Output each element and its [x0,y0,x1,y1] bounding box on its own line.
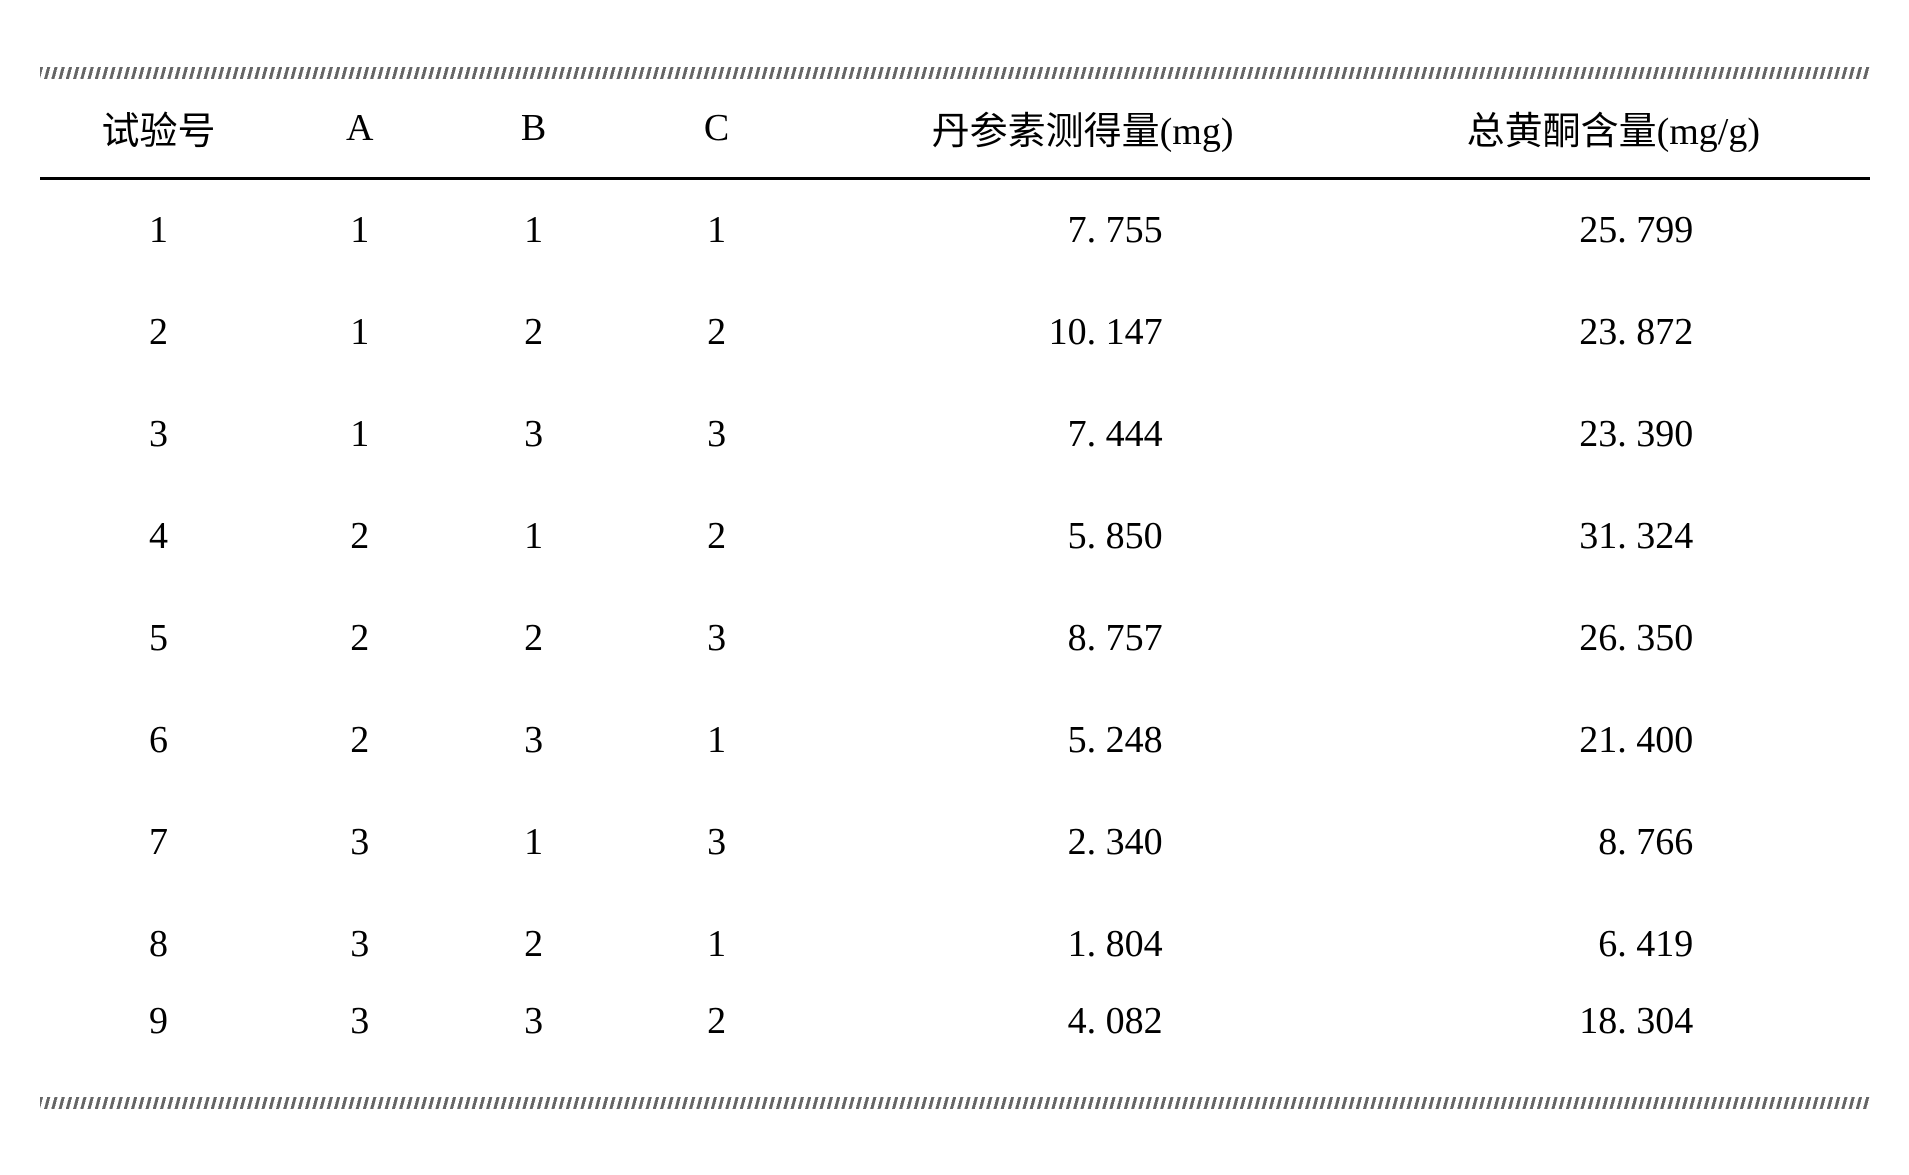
cell-a: 2 [277,689,442,791]
cell-dansensu: 5. 248 [808,689,1357,791]
cell-flavonoid: 26. 350 [1357,587,1869,689]
cell-b: 1 [442,485,625,587]
cell-c: 1 [625,893,808,995]
cell-flavonoid: 31. 324 [1357,485,1869,587]
cell-c: 3 [625,791,808,893]
col-header-c: C [625,79,808,179]
cell-dansensu: 1. 804 [808,893,1357,995]
cell-b: 1 [442,791,625,893]
bottom-hatched-border [40,1097,1870,1109]
cell-c: 2 [625,485,808,587]
cell-flavonoid: 6. 419 [1357,893,1869,995]
cell-a: 1 [277,383,442,485]
cell-c: 3 [625,383,808,485]
cell-b: 2 [442,587,625,689]
table-header-row: 试验号 A B C 丹参素测得量(mg) 总黄酮含量(mg/g) [40,79,1870,179]
cell-a: 1 [277,179,442,281]
table-row: 4 2 1 2 5. 850 31. 324 [40,485,1870,587]
table-row: 8 3 2 1 1. 804 6. 419 [40,893,1870,995]
cell-trial: 5 [40,587,278,689]
cell-flavonoid: 8. 766 [1357,791,1869,893]
cell-trial: 3 [40,383,278,485]
cell-trial: 7 [40,791,278,893]
cell-b: 2 [442,281,625,383]
cell-flavonoid: 21. 400 [1357,689,1869,791]
cell-trial: 1 [40,179,278,281]
cell-b: 1 [442,179,625,281]
cell-b: 2 [442,893,625,995]
table-row: 5 2 2 3 8. 757 26. 350 [40,587,1870,689]
cell-c: 2 [625,995,808,1097]
cell-a: 3 [277,791,442,893]
table-row: 3 1 3 3 7. 444 23. 390 [40,383,1870,485]
col-header-dansensu: 丹参素测得量(mg) [808,79,1357,179]
cell-b: 3 [442,995,625,1097]
cell-b: 3 [442,689,625,791]
cell-dansensu: 4. 082 [808,995,1357,1097]
cell-trial: 2 [40,281,278,383]
cell-b: 3 [442,383,625,485]
cell-dansensu: 10. 147 [808,281,1357,383]
col-header-trial: 试验号 [40,79,278,179]
cell-trial: 9 [40,995,278,1097]
cell-trial: 8 [40,893,278,995]
cell-a: 2 [277,587,442,689]
table-row: 1 1 1 1 7. 755 25. 799 [40,179,1870,281]
cell-flavonoid: 25. 799 [1357,179,1869,281]
table-row: 6 2 3 1 5. 248 21. 400 [40,689,1870,791]
cell-c: 1 [625,179,808,281]
cell-a: 3 [277,995,442,1097]
top-hatched-border [40,67,1870,79]
cell-dansensu: 5. 850 [808,485,1357,587]
table-row: 7 3 1 3 2. 340 8. 766 [40,791,1870,893]
cell-flavonoid: 23. 390 [1357,383,1869,485]
cell-dansensu: 7. 444 [808,383,1357,485]
cell-trial: 6 [40,689,278,791]
cell-c: 2 [625,281,808,383]
cell-dansensu: 7. 755 [808,179,1357,281]
col-header-b: B [442,79,625,179]
cell-dansensu: 2. 340 [808,791,1357,893]
cell-a: 2 [277,485,442,587]
cell-c: 3 [625,587,808,689]
col-header-a: A [277,79,442,179]
cell-flavonoid: 18. 304 [1357,995,1869,1097]
table-row: 2 1 2 2 10. 147 23. 872 [40,281,1870,383]
cell-flavonoid: 23. 872 [1357,281,1869,383]
experiment-table-container: 试验号 A B C 丹参素测得量(mg) 总黄酮含量(mg/g) 1 1 1 1… [20,67,1890,1109]
experiment-data-table: 试验号 A B C 丹参素测得量(mg) 总黄酮含量(mg/g) 1 1 1 1… [40,79,1870,1097]
cell-c: 1 [625,689,808,791]
table-row: 9 3 3 2 4. 082 18. 304 [40,995,1870,1097]
cell-a: 3 [277,893,442,995]
cell-trial: 4 [40,485,278,587]
cell-dansensu: 8. 757 [808,587,1357,689]
table-body: 1 1 1 1 7. 755 25. 799 2 1 2 2 10. 147 2… [40,179,1870,1097]
cell-a: 1 [277,281,442,383]
col-header-flavonoid: 总黄酮含量(mg/g) [1357,79,1869,179]
